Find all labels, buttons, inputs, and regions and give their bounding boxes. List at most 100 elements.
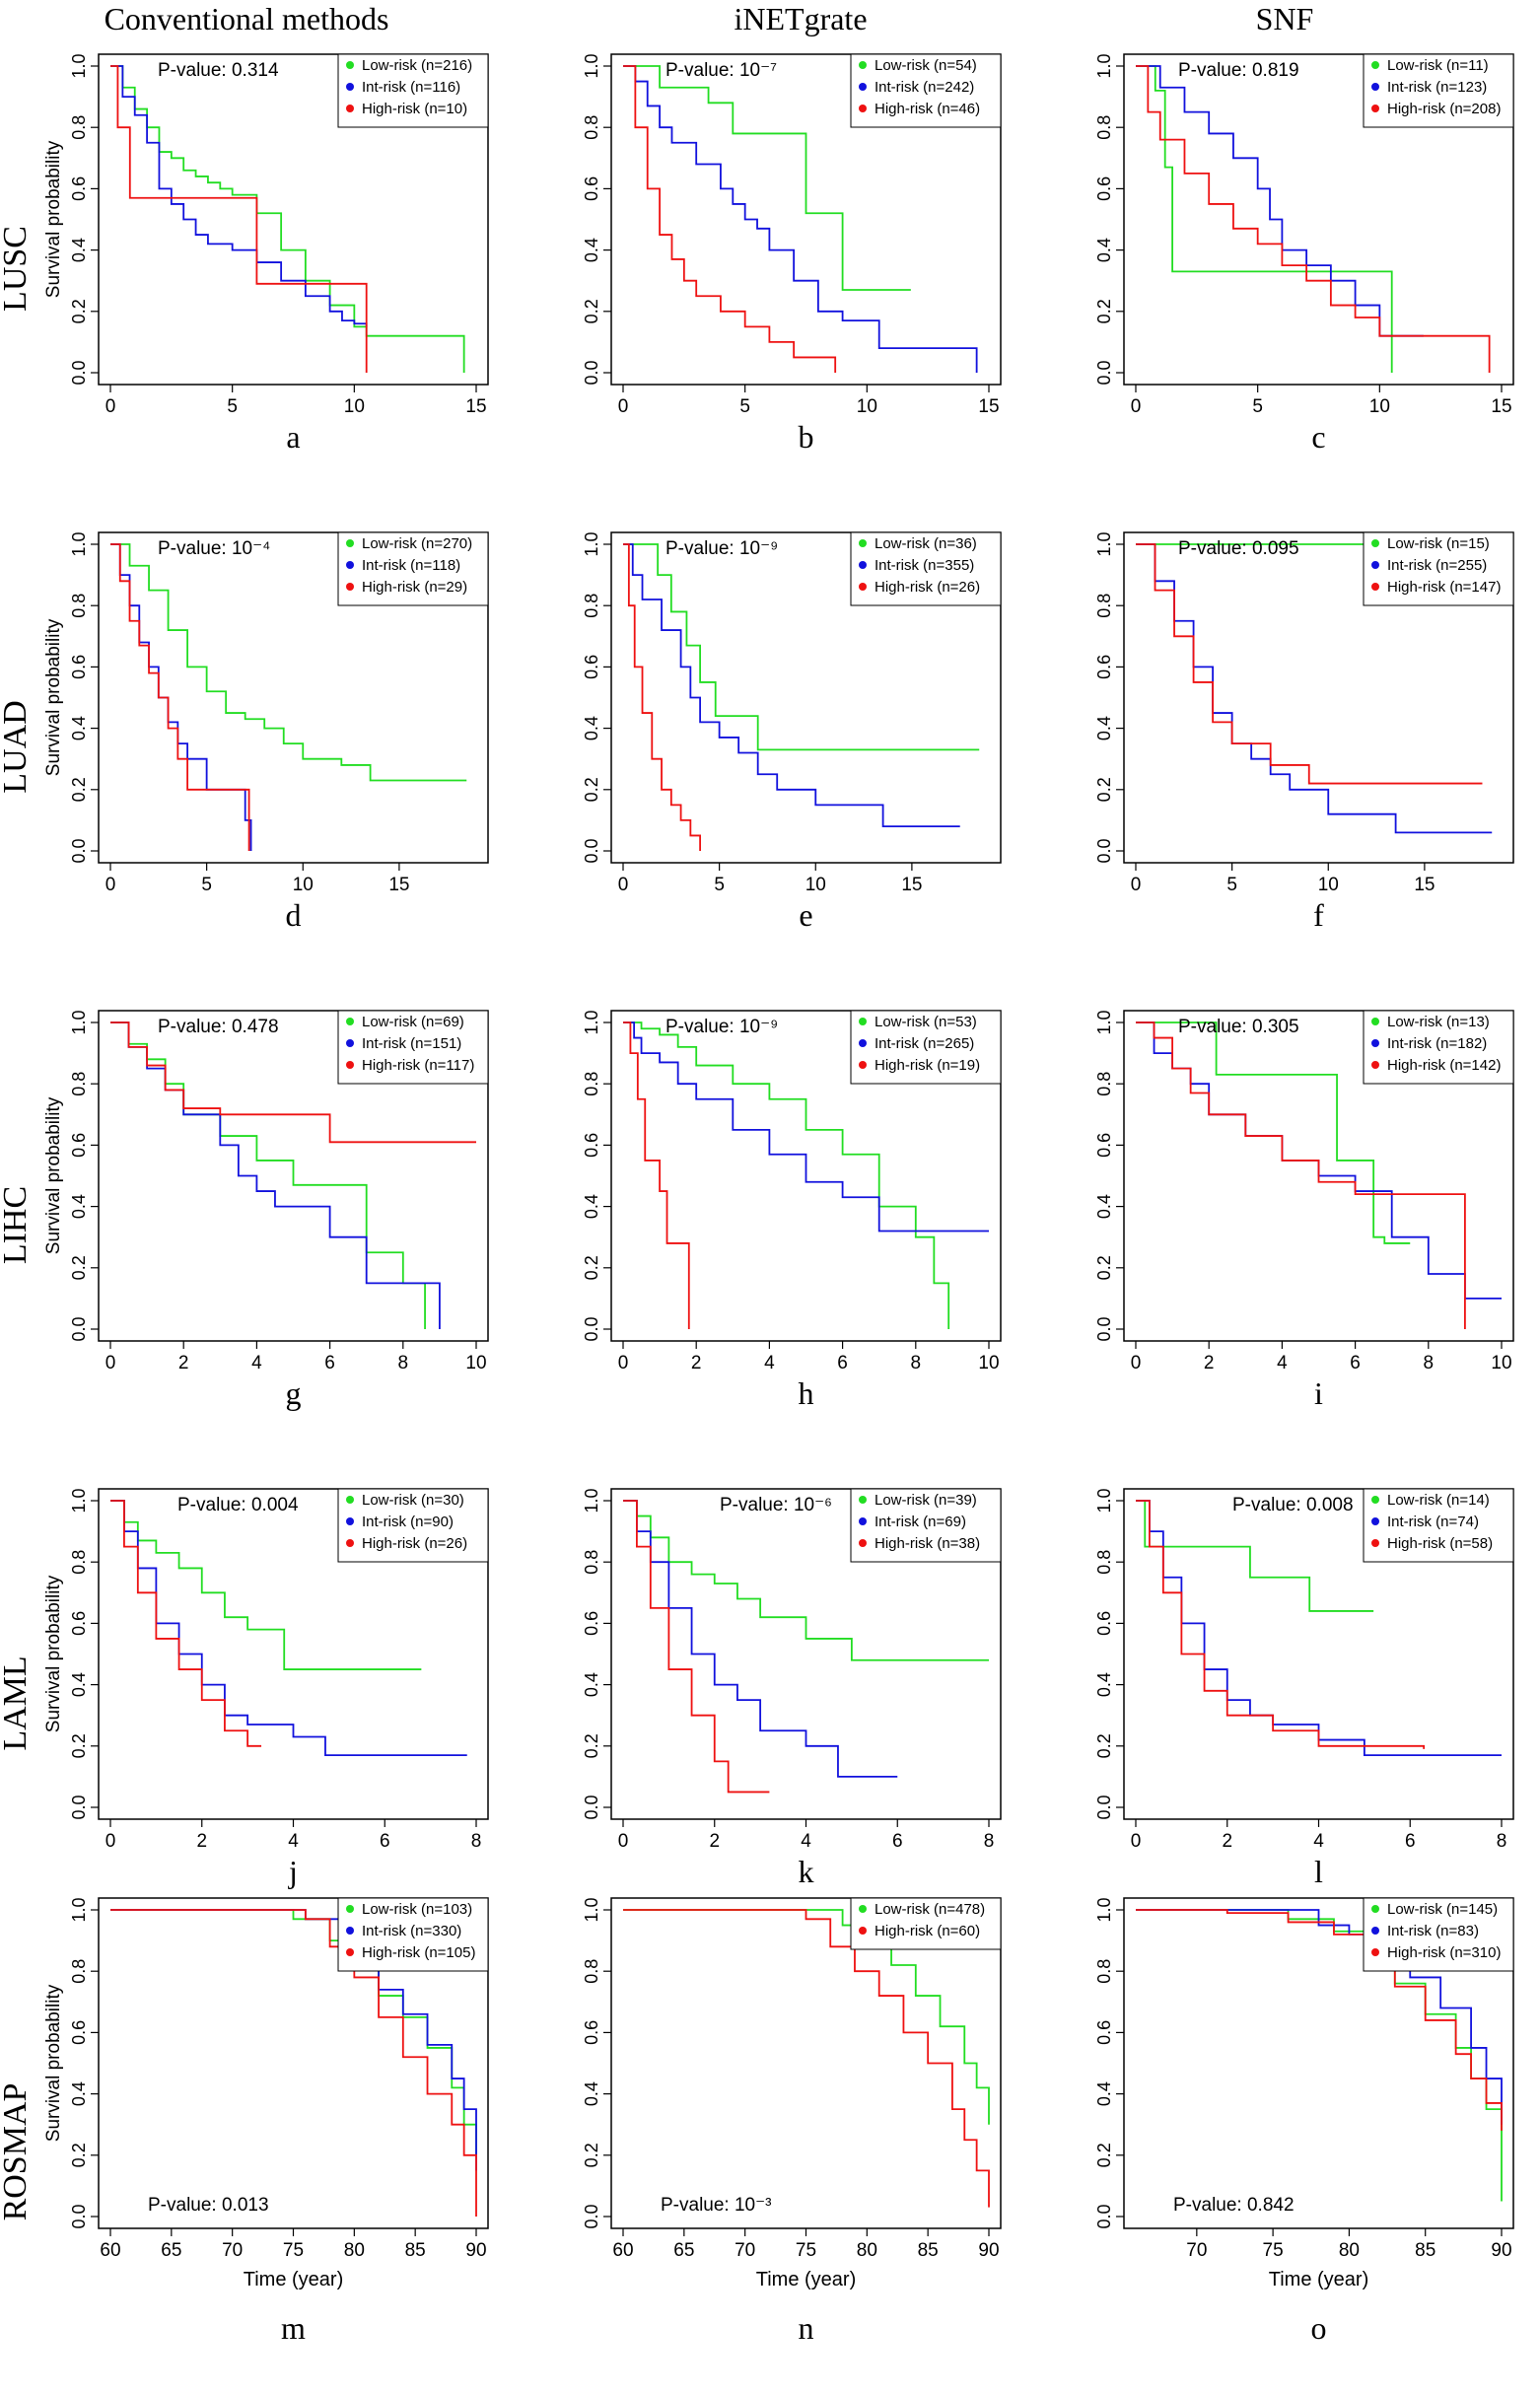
x-tick-label: 65 [673,2240,694,2261]
legend-marker [1371,61,1379,69]
legend-entry: Low-risk (n=216) [362,57,472,74]
series-high-risk [623,1909,990,2208]
legend-marker [859,1061,867,1069]
y-tick-label: 0.0 [1094,360,1114,385]
y-tick-label: 0.0 [1094,838,1114,863]
series-high-risk [623,65,837,373]
y-tick-label: 1.0 [69,53,89,78]
legend-marker [859,105,867,112]
y-tick-label: 0.6 [1094,176,1114,201]
series-high-risk [110,1909,477,2217]
x-tick-label: 0 [1131,1831,1142,1852]
row-label-laml: LAML [0,1655,34,1750]
series-low-risk [110,543,467,782]
legend-entry: Int-risk (n=265) [875,1035,974,1052]
plot-frame [610,53,1002,386]
y-tick-label: 1.0 [1094,1488,1114,1513]
legend-box [850,1897,1002,1950]
y-tick-label: 0.6 [582,655,601,679]
legend-marker [346,1539,354,1547]
y-tick-label: 0.0 [69,2204,89,2228]
plot-frame [1123,1897,1514,2229]
y-tick-label: 0.2 [69,299,89,323]
y-tick-label: 1.0 [582,1897,601,1922]
legend-marker [1371,1905,1379,1913]
panel-f: 0.0 0.2 0.4 0.6 0.8 1.0 0 5 10 15 f Low-risk (n=15)… [1094,531,1514,933]
legend-box [337,1488,489,1563]
p-value: P-value: 0.013 [148,2195,269,2216]
row-label-lusc: LUSC [0,226,34,312]
series-low-risk [623,1909,990,2125]
legend-entry: Int-risk (n=330) [362,1923,461,1939]
p-value: P-value: 10⁻⁹ [665,538,778,559]
y-tick-label: 0.0 [69,1316,89,1341]
y-tick-label: 1.0 [582,1488,601,1513]
y-tick-label: 0.6 [582,176,601,201]
legend-entry: Low-risk (n=478) [875,1901,985,1918]
panel-m: 0.0 0.2 0.4 0.6 0.8 1.0 60 65 70 75 80 85 90 Survival… [0,1897,489,2346]
legend-marker [1371,1061,1379,1069]
x-tick-label: 0 [105,1831,116,1852]
series-int-risk [110,65,368,327]
plot-frame [98,1010,489,1342]
panel-c: 0.0 0.2 0.4 0.6 0.8 1.0 0 5 10 15 c Low-risk (n=11)… [1094,53,1514,455]
x-tick-label: 6 [380,1831,390,1852]
series-low-risk [1136,1021,1411,1244]
panel-j: 0.0 0.2 0.4 0.6 0.8 1.0 0 2 4 6 8 Survival probabil… [0,1488,489,1889]
y-tick-label: 0.4 [582,2081,601,2106]
y-tick-label: 0.4 [582,716,601,740]
y-tick-label: 0.0 [1094,2204,1114,2228]
panel-letter: o [1311,2310,1327,2346]
series-int-risk [110,1021,441,1329]
legend-entry: Int-risk (n=255) [1387,557,1487,574]
x-tick-label: 5 [227,396,238,417]
plot-frame [1123,53,1514,386]
legend-marker [346,1905,354,1913]
y-tick-label: 0.8 [1094,594,1114,618]
legend-marker [1371,1039,1379,1047]
y-tick-label: 0.6 [1094,2020,1114,2045]
y-tick-label: 0.6 [1094,1133,1114,1158]
series-high-risk [1136,1021,1466,1329]
y-tick-label: 0.4 [69,238,89,262]
legend-marker [859,1039,867,1047]
series-high-risk [110,543,250,851]
x-tick-label: 6 [1405,1831,1416,1852]
legend-entry: High-risk (n=46) [875,101,980,117]
x-tick-label: 60 [612,2240,633,2261]
y-axis-label: Survival probability [43,1984,64,2142]
y-tick-label: 0.4 [1094,716,1114,740]
y-tick-label: 1.0 [69,1897,89,1922]
y-axis-label: Survival probability [43,140,64,298]
x-tick-label: 8 [984,1831,995,1852]
x-axis-label: Time (year) [244,2269,343,2290]
series-high-risk [1136,1909,1503,2131]
legend-box [850,53,1002,128]
x-tick-label: 8 [471,1831,482,1852]
panel-letter: l [1314,1854,1323,1889]
y-tick-label: 0.8 [582,1959,601,1984]
x-tick-label: 10 [857,396,877,417]
y-tick-label: 0.4 [582,1194,601,1219]
p-value: P-value: 10⁻³ [661,2195,771,2216]
y-tick-label: 0.2 [1094,299,1114,323]
y-tick-label: 1.0 [582,531,601,556]
plot-frame [610,531,1002,864]
y-tick-label: 0.0 [582,838,601,863]
legend-entry: Int-risk (n=242) [875,79,974,96]
panel-letter: h [799,1375,814,1411]
x-tick-label: 15 [978,396,999,417]
x-tick-label: 5 [739,396,750,417]
legend-entry: High-risk (n=60) [875,1923,980,1939]
panel-letter: m [281,2310,306,2346]
y-tick-label: 0.0 [1094,1795,1114,1819]
legend-marker [859,561,867,569]
series-low-risk [623,65,911,291]
x-tick-label: 5 [1252,396,1263,417]
series-int-risk [623,65,978,373]
panel-letter: g [286,1375,302,1411]
series-low-risk [623,1021,950,1329]
panel-l: 0.0 0.2 0.4 0.6 0.8 1.0 0 2 4 6 8 l Low-risk (n=14) I… [1094,1488,1514,1889]
y-tick-label: 0.4 [69,1672,89,1697]
y-tick-label: 0.2 [1094,777,1114,802]
